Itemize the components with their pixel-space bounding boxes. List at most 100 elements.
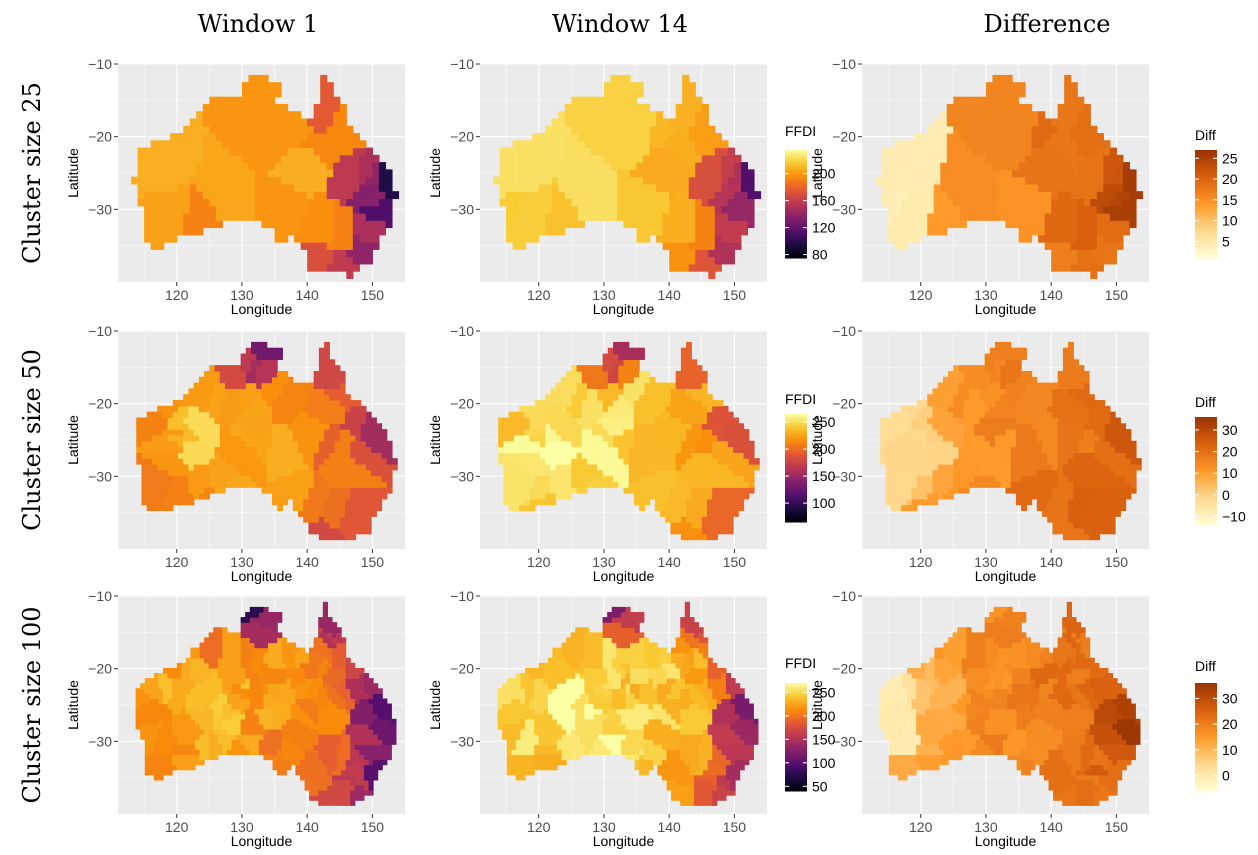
map-cell [1018, 234, 1026, 243]
map-cell [215, 162, 223, 170]
map-cell [385, 198, 393, 207]
map-cell [266, 481, 273, 488]
map-cell [506, 183, 514, 192]
map-cell [183, 183, 191, 192]
map-cell [603, 89, 612, 98]
map-cell [320, 154, 328, 163]
map-cell [985, 169, 994, 178]
map-cell [1096, 176, 1104, 185]
map-cell [498, 446, 505, 453]
map-cell [708, 183, 716, 192]
map-cell [534, 458, 541, 465]
map-cell [281, 118, 289, 127]
map-cell [188, 440, 195, 448]
map-cell [198, 475, 205, 483]
map-cell [287, 176, 295, 185]
map-cell [922, 481, 928, 488]
map-cell [240, 376, 247, 384]
map-cell [733, 458, 739, 465]
map-cell [268, 220, 276, 229]
map-cell [1068, 504, 1074, 512]
map-cell [985, 205, 994, 214]
map-cell [740, 183, 749, 192]
map-cell [178, 423, 184, 430]
map-cell [633, 400, 640, 407]
map-cell [555, 446, 562, 453]
map-cell [581, 394, 588, 401]
map-cell [1025, 140, 1033, 149]
map-cell [1096, 198, 1104, 207]
map-cell [224, 405, 231, 413]
map-cell [513, 452, 520, 459]
map-cell [241, 162, 250, 170]
map-cell [508, 504, 515, 512]
map-cell [922, 463, 928, 471]
map-cell [298, 475, 304, 483]
map-cell [682, 162, 690, 170]
map-cell [545, 440, 552, 448]
map-cell [722, 405, 729, 413]
map-cell [248, 212, 256, 221]
map-cell [230, 417, 237, 424]
map-cell [743, 452, 750, 459]
map-cell [519, 147, 527, 156]
map-cell [359, 234, 367, 243]
map-cell [1005, 147, 1013, 156]
map-cell [1000, 475, 1007, 483]
map-cell [654, 458, 661, 465]
map-cell [318, 434, 325, 442]
map-cell [193, 446, 200, 453]
map-cell [660, 475, 666, 483]
map-cell [691, 388, 698, 395]
map-cell [266, 434, 273, 442]
map-cell [534, 417, 541, 424]
map-cell [202, 147, 210, 156]
map-cell [670, 417, 677, 424]
map-cell [360, 481, 367, 488]
map-cell [747, 212, 755, 221]
map-cell [656, 191, 664, 200]
map-cell [932, 446, 939, 453]
map-cell [708, 140, 716, 149]
map-cell [727, 191, 735, 200]
map-cell [167, 469, 174, 477]
map-cell [670, 510, 677, 517]
map-cell [545, 498, 552, 506]
map-cell [303, 440, 310, 448]
map-cell [1031, 198, 1039, 207]
map-cell [268, 89, 276, 98]
map-cell [193, 458, 200, 465]
map-cell [324, 469, 330, 477]
map-cell [669, 162, 677, 170]
map-cell [359, 183, 367, 192]
map-cell [287, 376, 294, 384]
map-cell [727, 446, 734, 453]
map-cell [525, 220, 533, 229]
map-cell [540, 411, 546, 419]
map-cell [313, 198, 321, 207]
map-cell [254, 191, 263, 200]
map-cell [958, 487, 965, 494]
map-cell [998, 133, 1007, 141]
map-cell [170, 169, 178, 178]
map-cell [529, 481, 536, 488]
map-cell [592, 458, 599, 465]
map-cell [344, 469, 351, 477]
map-cell [519, 498, 525, 506]
map-cell [545, 400, 552, 407]
map-cell [654, 440, 661, 448]
map-cell [686, 510, 692, 517]
map-cell [1057, 481, 1064, 488]
map-cell [1129, 212, 1137, 221]
map-cell [196, 191, 204, 200]
map-cell [385, 191, 393, 200]
map-cell [277, 481, 283, 488]
map-cell [359, 220, 367, 229]
map-cell [901, 452, 907, 459]
map-cell [911, 475, 918, 483]
map-cell [1047, 493, 1054, 500]
map-cell [1010, 469, 1017, 477]
map-cell [1090, 242, 1098, 250]
map-cell [334, 405, 341, 413]
map-cell [198, 423, 205, 430]
